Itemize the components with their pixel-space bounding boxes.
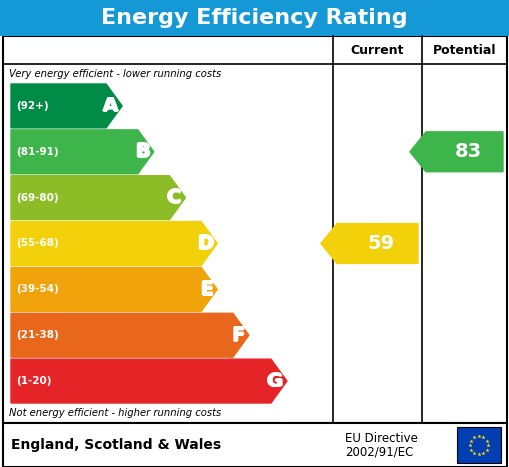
Text: E: E <box>199 280 212 299</box>
Text: (21-38): (21-38) <box>16 330 59 340</box>
Text: 59: 59 <box>368 234 395 253</box>
Text: E: E <box>200 281 213 300</box>
Bar <box>3 423 507 467</box>
Bar <box>0 0 509 36</box>
Text: C: C <box>167 187 182 206</box>
Polygon shape <box>11 130 154 174</box>
Text: D: D <box>197 234 213 253</box>
Text: B: B <box>134 142 149 161</box>
Text: C: C <box>167 189 182 208</box>
Text: E: E <box>201 280 214 299</box>
Text: A: A <box>103 97 118 116</box>
Text: D: D <box>197 233 213 252</box>
Text: D: D <box>198 234 214 253</box>
Text: 83: 83 <box>455 142 482 161</box>
Text: F: F <box>232 325 245 344</box>
Text: 2002/91/EC: 2002/91/EC <box>345 446 413 459</box>
Text: B: B <box>135 143 150 162</box>
Polygon shape <box>11 84 122 128</box>
Text: B: B <box>135 142 150 161</box>
Text: G: G <box>268 372 284 390</box>
Text: Current: Current <box>351 43 404 57</box>
Text: B: B <box>135 142 150 161</box>
Text: D: D <box>196 234 212 253</box>
Text: EU Directive: EU Directive <box>345 432 418 445</box>
Text: F: F <box>231 325 244 345</box>
Polygon shape <box>11 176 185 219</box>
Text: G: G <box>267 372 283 390</box>
Polygon shape <box>321 224 418 263</box>
Text: (92+): (92+) <box>16 101 49 111</box>
Bar <box>3 36 507 423</box>
Polygon shape <box>11 221 217 265</box>
Text: G: G <box>267 372 283 391</box>
Text: A: A <box>103 96 118 115</box>
Text: F: F <box>232 326 245 346</box>
Text: B: B <box>136 142 151 161</box>
Text: F: F <box>232 325 245 345</box>
Polygon shape <box>11 313 249 357</box>
Text: (39-54): (39-54) <box>16 284 59 294</box>
Text: (69-80): (69-80) <box>16 193 59 203</box>
Text: F: F <box>233 325 246 345</box>
Text: A: A <box>104 96 119 115</box>
Text: A: A <box>103 96 118 114</box>
Text: Potential: Potential <box>433 43 496 57</box>
Text: C: C <box>168 188 182 207</box>
Text: C: C <box>166 188 181 207</box>
Text: England, Scotland & Wales: England, Scotland & Wales <box>11 438 221 452</box>
Text: Not energy efficient - higher running costs: Not energy efficient - higher running co… <box>9 408 221 418</box>
Text: G: G <box>266 372 282 390</box>
Text: (1-20): (1-20) <box>16 376 51 386</box>
Text: E: E <box>200 279 213 298</box>
Polygon shape <box>11 268 217 311</box>
Bar <box>457 427 501 463</box>
Text: C: C <box>167 188 182 207</box>
Text: (81-91): (81-91) <box>16 147 59 157</box>
Text: E: E <box>200 280 213 299</box>
Text: D: D <box>197 235 213 254</box>
Text: A: A <box>102 96 117 115</box>
Text: Very energy efficient - lower running costs: Very energy efficient - lower running co… <box>9 69 221 79</box>
Text: (55-68): (55-68) <box>16 239 59 248</box>
Polygon shape <box>410 132 503 172</box>
Polygon shape <box>11 359 287 403</box>
Text: Energy Efficiency Rating: Energy Efficiency Rating <box>101 8 408 28</box>
Text: G: G <box>267 371 283 390</box>
